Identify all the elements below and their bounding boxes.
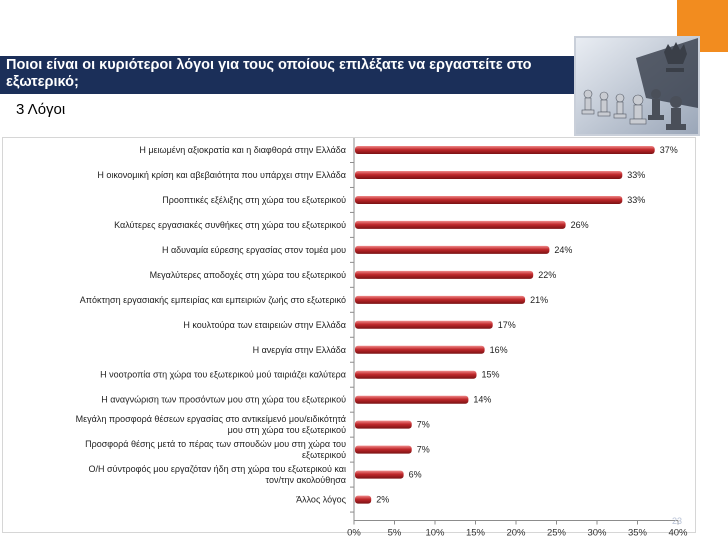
bar-value-label: 33% [627, 195, 645, 205]
x-tick-label: 25% [547, 528, 567, 539]
x-tick-label: 5% [388, 528, 402, 539]
x-tick-label: 15% [466, 528, 486, 539]
bar-value-label: 7% [417, 420, 430, 430]
bar [355, 320, 493, 329]
bar-value-label: 6% [409, 470, 422, 480]
bar-value-label: 37% [660, 145, 678, 155]
bar-value-label: 2% [376, 495, 389, 505]
bar [355, 146, 655, 154]
bar-value-label: 16% [490, 345, 508, 355]
x-tick-label: 0% [347, 528, 361, 539]
page-title: Ποιοι είναι οι κυριότεροι λόγοι για τους… [6, 57, 532, 90]
category-label: Προοπτικές εξέλιξης στη χώρα του εξωτερι… [162, 195, 346, 205]
category-label: Η μειωμένη αξιοκρατία και η διαφθορά στη… [139, 145, 346, 155]
bar-value-label: 21% [530, 295, 548, 305]
category-label: Η κουλτούρα των εταιρειών στην Ελλάδα [183, 320, 346, 330]
x-tick-label: 35% [628, 528, 648, 539]
bar [355, 245, 550, 254]
bar-value-label: 33% [627, 170, 645, 180]
chart-frame [2, 137, 696, 533]
category-label: Η οικονομική κρίση και αβεβαιότητα που υ… [97, 170, 346, 180]
category-label: Μεγάλη προσφορά θέσεων εργασίας στο αντι… [76, 414, 346, 435]
category-label: Άλλος λόγος [296, 495, 347, 505]
page-subtitle: 3 Λόγοι [16, 101, 66, 118]
bar-value-label: 17% [498, 320, 516, 330]
bar [355, 470, 404, 479]
bar-value-label: 14% [473, 395, 491, 405]
bar [355, 495, 372, 504]
bar [355, 420, 412, 429]
bar [355, 220, 566, 229]
bar-value-label: 24% [554, 245, 572, 255]
category-label: Η αδυναμία εύρεσης εργασίας στον τομέα μ… [162, 245, 346, 255]
x-tick-label: 30% [587, 528, 607, 539]
bar-value-label: 26% [571, 220, 589, 230]
bar [355, 195, 623, 204]
bar [355, 345, 485, 354]
category-label: Απόκτηση εργασιακής εμπειρίας και εμπειρ… [80, 295, 346, 305]
bar [355, 445, 412, 454]
category-label: Καλύτερες εργασιακές συνθήκες στη χώρα τ… [114, 220, 346, 230]
chess-pieces-image [574, 36, 700, 136]
x-tick-label: 20% [506, 528, 526, 539]
bar [355, 370, 477, 379]
bar [355, 295, 526, 304]
category-label: Ο/Η σύντροφός μου εργαζόταν ήδη στη χώρα… [88, 464, 346, 485]
category-label: Η νοοτροπία στη χώρα του εξωτερικού μού … [100, 370, 346, 380]
chess-pieces-illustration [576, 38, 698, 134]
bar-value-label: 15% [482, 370, 500, 380]
category-label: Προσφορά θέσης μετά το πέρας των σπουδών… [85, 439, 346, 460]
title-bar [0, 56, 600, 94]
page-number: 23 [672, 516, 683, 526]
bar [355, 270, 534, 279]
bar [355, 170, 623, 179]
x-tick-label: 10% [425, 528, 445, 539]
category-label: Η αναγνώριση των προσόντων μου στη χώρα … [101, 395, 346, 405]
bar-value-label: 7% [417, 445, 430, 455]
category-label: Μεγαλύτερες αποδοχές στη χώρα του εξωτερ… [150, 270, 346, 280]
bar [355, 395, 469, 404]
category-label: Η ανεργία στην Ελλάδα [253, 345, 346, 355]
bar-value-label: 22% [538, 270, 556, 280]
x-tick-label: 40% [668, 528, 688, 539]
